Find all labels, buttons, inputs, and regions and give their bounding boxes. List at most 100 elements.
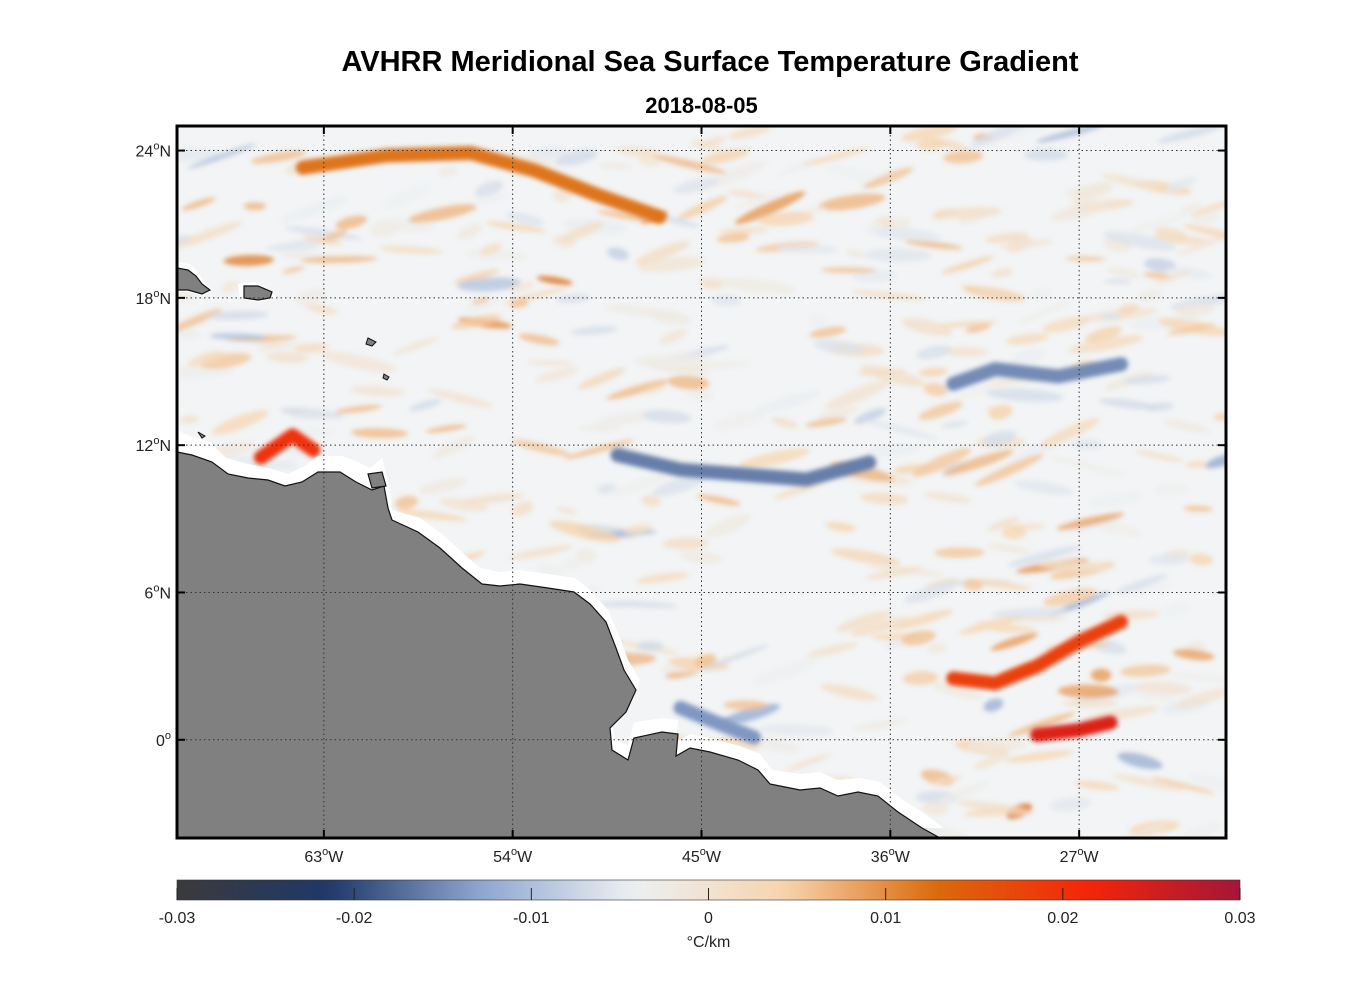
gradient-streak	[987, 516, 1020, 531]
gradient-streak	[1104, 278, 1131, 285]
gradient-streak	[759, 724, 833, 736]
gradient-streak	[1170, 673, 1226, 683]
gradient-streak	[187, 350, 224, 367]
gradient-streak	[719, 226, 769, 235]
gradient-streak	[820, 683, 878, 701]
gradient-streak	[451, 314, 502, 330]
gradient-streak	[1165, 177, 1197, 193]
gradient-streak	[177, 308, 222, 333]
gradient-streak	[606, 379, 669, 400]
gradient-streak	[556, 294, 590, 304]
gradient-streak	[723, 700, 768, 711]
gradient-streak	[428, 389, 493, 408]
gradient-streak	[1157, 126, 1225, 143]
gradient-streak	[752, 736, 800, 753]
gradient-streak	[556, 506, 577, 515]
gradient-streak	[697, 644, 770, 672]
front-cold-band-east	[946, 357, 1129, 391]
gradient-streak	[471, 297, 490, 305]
gradient-streak	[335, 215, 367, 230]
gradient-streak	[469, 194, 511, 204]
lat-tick-label: 0o	[156, 730, 171, 750]
gradient-streak	[290, 410, 338, 420]
gradient-streak	[609, 468, 682, 497]
gradient-streak	[757, 211, 814, 226]
gradient-streak	[1162, 603, 1189, 617]
gradient-streak	[1135, 450, 1184, 462]
map-grid	[177, 126, 1226, 838]
gradient-streak	[518, 333, 560, 346]
gradient-streak	[282, 266, 305, 274]
gradient-streak	[901, 318, 953, 336]
gradient-streak	[1144, 402, 1174, 411]
front-cold-band-coastal	[673, 700, 761, 745]
lon-tick-label: 45oW	[682, 846, 722, 866]
gradient-streak	[599, 162, 633, 169]
gradient-streak	[982, 430, 1017, 447]
gradient-streak	[1037, 560, 1115, 571]
gradient-streak	[439, 166, 458, 176]
gradient-streak	[934, 547, 985, 558]
gradient-streak	[1051, 456, 1127, 477]
gradient-streak	[991, 607, 1070, 618]
gradient-streak	[607, 247, 629, 260]
gradient-streak	[432, 436, 475, 458]
gradient-streak	[975, 454, 1044, 487]
gradient-streak	[1072, 439, 1103, 449]
gradient-streak	[335, 404, 382, 414]
gradient-streak	[931, 682, 984, 700]
gradient-streak	[902, 671, 939, 685]
gradient-streak	[801, 147, 870, 166]
gradient-streak	[937, 781, 989, 804]
gradient-streak	[509, 281, 534, 293]
gradient-streak	[1112, 774, 1185, 791]
colorbar-tick-label: -0.03	[159, 910, 196, 927]
gradient-streak	[207, 310, 269, 320]
gradient-streak	[738, 448, 810, 469]
gradient-streak	[536, 275, 573, 286]
gradient-streak	[527, 360, 574, 366]
lat-tick-label: 6oN	[144, 582, 171, 602]
chart-title: AVHRR Meridional Sea Surface Temperature…	[341, 46, 1079, 78]
gradient-streak	[1051, 201, 1110, 221]
gradient-streak	[983, 698, 1004, 712]
gradient-streak	[1015, 480, 1073, 495]
gradient-streak	[177, 221, 243, 249]
gradient-streak	[1174, 688, 1226, 709]
gradient-streak	[860, 365, 926, 387]
gradient-streak	[409, 399, 442, 412]
colorbar-tick-label: 0.02	[1047, 910, 1078, 927]
gradient-streak	[864, 248, 932, 262]
gradient-streak	[1043, 588, 1097, 607]
gradient-streak	[177, 370, 232, 380]
gradient-streak	[922, 802, 949, 816]
gradient-streak	[901, 126, 959, 142]
gradient-streak	[1117, 303, 1139, 315]
gradient-streak	[1085, 326, 1122, 343]
gradient-streak	[700, 280, 724, 290]
gradient-streak	[408, 204, 477, 223]
gradient-streak	[323, 229, 348, 241]
gradient-streak	[818, 193, 886, 211]
gradient-streak	[943, 150, 984, 164]
gradient-streak	[1154, 484, 1189, 496]
gradient-streak	[916, 345, 952, 360]
gradient-streak	[277, 244, 320, 253]
gradient-streak	[349, 385, 405, 397]
gradient-streak	[1097, 523, 1142, 536]
gradient-streak	[1120, 582, 1172, 595]
gradient-streak	[351, 428, 408, 439]
gradient-streak	[860, 492, 909, 505]
gradient-streak	[512, 501, 533, 517]
gradient-streak	[825, 522, 856, 532]
gradient-streak	[300, 255, 378, 264]
gradient-streak	[985, 232, 1029, 243]
gradient-streak	[912, 447, 971, 477]
gradient-streak	[553, 188, 572, 202]
gradient-streak	[677, 195, 728, 220]
gradient-streak	[209, 333, 268, 341]
gradient-streak	[941, 256, 994, 274]
gradient-streak	[1102, 173, 1160, 190]
gradient-streak	[463, 493, 525, 505]
gradient-streak	[462, 297, 502, 314]
